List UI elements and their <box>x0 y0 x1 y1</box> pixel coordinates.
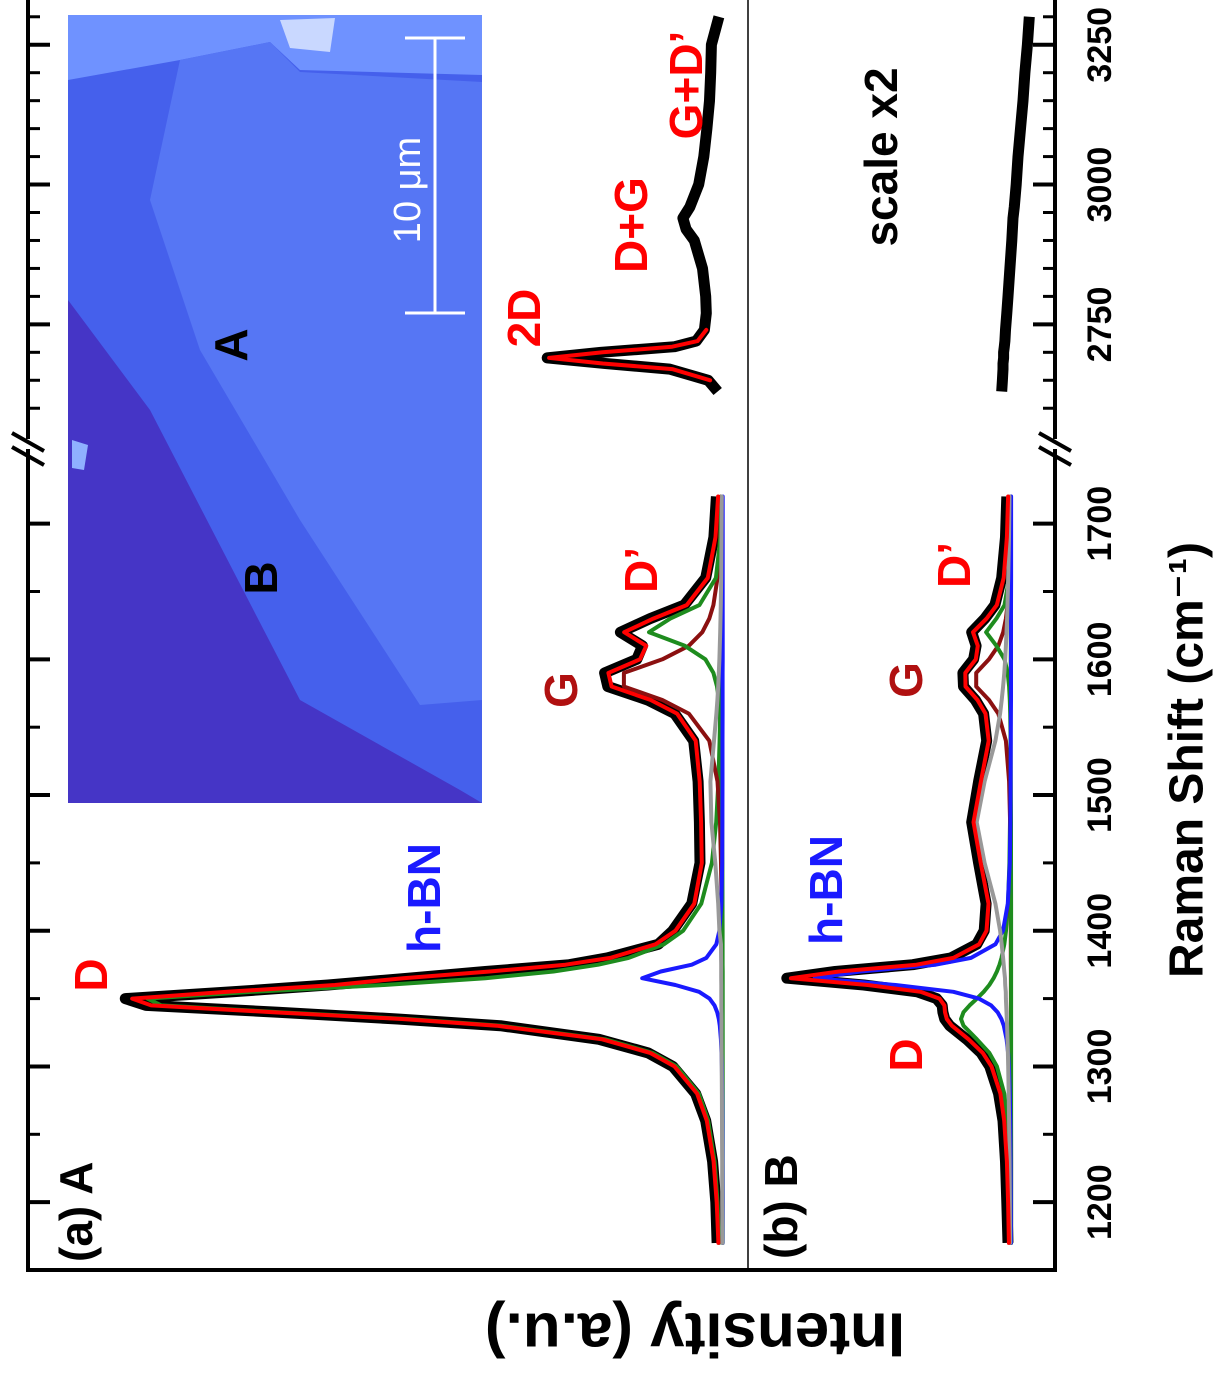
peak-label: G <box>535 672 587 708</box>
scale-bar-label: 10 μm <box>387 137 429 243</box>
peak-label: D <box>880 1038 932 1071</box>
fit-line <box>708 494 725 1245</box>
inset-label: B <box>235 561 287 594</box>
x-tick-label: 1200 <box>1081 1164 1119 1240</box>
inset-dark-region <box>68 300 482 803</box>
axis-break <box>1038 431 1072 453</box>
x-tick-label: 1700 <box>1081 486 1119 562</box>
inset-bright-spot <box>280 18 335 52</box>
x-tick-label: 1400 <box>1081 893 1119 969</box>
peak-label: D <box>65 958 117 991</box>
fit-line <box>984 494 1014 1245</box>
peak-label: scale x2 <box>855 67 907 246</box>
peak-label: (b) B <box>755 1154 807 1259</box>
fit-line <box>130 327 721 1245</box>
inset-flake <box>150 42 482 705</box>
fit-line <box>788 494 1011 1245</box>
axis-break <box>11 445 45 467</box>
inset-photo: 10 μm A B <box>68 15 482 803</box>
x-tick-label: 1300 <box>1081 1029 1119 1105</box>
peak-label: D’ <box>928 542 980 588</box>
peak-label: (a) A <box>50 1161 102 1262</box>
x-tick-label: 2750 <box>1081 287 1119 363</box>
x-tick-label: 3000 <box>1081 147 1119 223</box>
x-tick-label: 3250 <box>1081 7 1119 83</box>
peak-label: G+D’ <box>660 31 712 140</box>
peak-label: 2D <box>498 289 550 348</box>
axis-break <box>1038 445 1072 467</box>
x-axis-title: Raman Shift (cm⁻¹) <box>1161 542 1214 978</box>
peak-label: D+G <box>605 177 657 273</box>
fit-line <box>974 494 1013 1245</box>
inset-fleck <box>72 440 88 470</box>
peak-label: D’ <box>615 547 667 593</box>
x-tick-label: 1600 <box>1081 622 1119 698</box>
inset-top-region <box>68 15 482 80</box>
y-axis-title: Intensity (a.u.) <box>485 1300 905 1369</box>
inset-label: A <box>205 328 257 361</box>
rotated-plot: Raman Shift (cm⁻¹) Intensity (a.u.) 1200… <box>11 0 1214 1369</box>
peak-label: h-BN <box>800 835 852 945</box>
x-tick-label: 1500 <box>1081 757 1119 833</box>
peak-label: G <box>880 662 932 698</box>
axis-break <box>11 431 45 453</box>
peak-label: h-BN <box>398 843 450 953</box>
